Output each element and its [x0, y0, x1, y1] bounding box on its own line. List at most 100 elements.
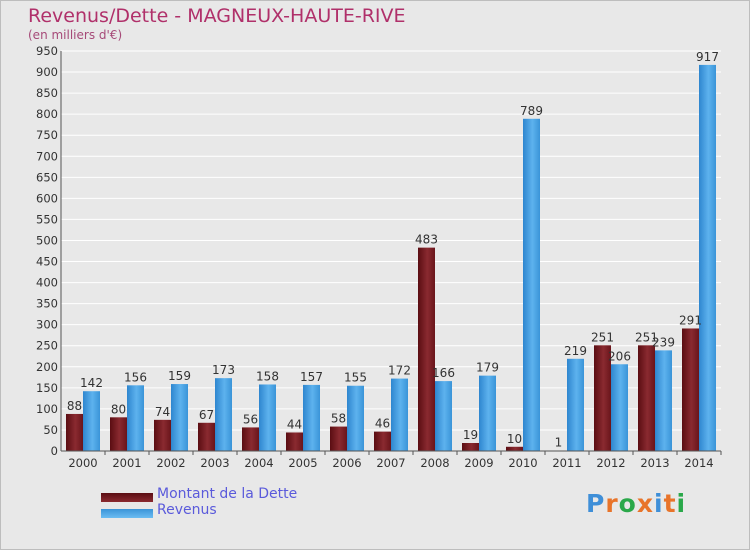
value-label-revenus: 157 [300, 370, 323, 384]
bars [66, 64, 716, 452]
x-tick-label: 2006 [332, 456, 361, 470]
bar-dette [66, 413, 83, 451]
value-label-dette: 56 [243, 412, 258, 426]
bar-revenus [215, 378, 232, 451]
value-label-revenus: 173 [212, 363, 235, 377]
bar-revenus [523, 118, 540, 451]
value-label-dette: 67 [199, 408, 214, 422]
value-label-revenus: 219 [564, 344, 587, 358]
y-tick-label: 250 [36, 339, 58, 353]
y-tick-label: 500 [36, 233, 58, 247]
proxiti-logo: Proxiti [586, 489, 687, 518]
bar-revenus [611, 364, 628, 451]
value-label-dette: 251 [635, 330, 658, 344]
bar-dette [462, 443, 479, 451]
x-tick-label: 2013 [640, 456, 669, 470]
value-label-dette: 1 [555, 436, 563, 450]
x-tick-label: 2014 [684, 456, 713, 470]
y-tick-label: 300 [36, 318, 58, 332]
y-tick-label: 400 [36, 276, 58, 290]
value-label-revenus: 142 [80, 376, 103, 390]
bar-dette [506, 446, 523, 451]
y-tick-label: 850 [36, 86, 58, 100]
value-label-dette: 80 [111, 402, 126, 416]
bar-revenus [127, 385, 144, 451]
bar-revenus [699, 64, 716, 451]
value-label-dette: 46 [375, 417, 390, 431]
value-label-revenus: 789 [520, 104, 543, 118]
value-label-dette: 19 [463, 428, 478, 442]
legend-swatch-dette [101, 493, 153, 502]
legend-item-dette: Montant de la Dette [101, 486, 401, 505]
value-label-revenus: 206 [608, 349, 631, 363]
value-label-dette: 74 [155, 405, 170, 419]
value-label-revenus: 156 [124, 370, 147, 384]
chart-title: Revenus/Dette - MAGNEUX-HAUTE-RIVE [28, 5, 406, 27]
x-tick-label: 2001 [112, 456, 141, 470]
bar-revenus [171, 384, 188, 451]
x-tick-label: 2011 [552, 456, 581, 470]
bar-revenus [391, 378, 408, 451]
y-tick-label: 950 [36, 44, 58, 58]
value-label-revenus: 172 [388, 364, 411, 378]
bar-dette [110, 417, 127, 451]
value-label-revenus: 917 [696, 50, 719, 64]
x-tick-label: 2008 [420, 456, 449, 470]
legend-swatch-revenus [101, 509, 153, 518]
bar-revenus [83, 391, 100, 451]
bar-dette [594, 345, 611, 451]
bar-revenus [303, 384, 320, 451]
y-axis-ticks: 0 50 100 150 200 250 300 350 400 450 500 550 600 650 7… [36, 44, 58, 458]
legend-label-revenus: Revenus [157, 502, 217, 518]
value-label-revenus: 158 [256, 369, 279, 383]
x-tick-label: 2000 [68, 456, 97, 470]
bar-revenus [259, 384, 276, 451]
y-tick-label: 450 [36, 255, 58, 269]
bar-dette [242, 427, 259, 451]
value-label-dette: 44 [287, 417, 302, 431]
bar-dette [198, 422, 215, 451]
y-tick-label: 750 [36, 128, 58, 142]
value-label-revenus: 166 [432, 366, 455, 380]
value-label-revenus: 179 [476, 361, 499, 375]
y-tick-label: 50 [43, 423, 58, 437]
bar-dette [154, 419, 171, 451]
bar-dette [330, 426, 347, 451]
y-tick-label: 900 [36, 65, 58, 79]
value-label-dette: 58 [331, 412, 346, 426]
x-tick-label: 2003 [200, 456, 229, 470]
bar-dette [682, 328, 699, 451]
y-tick-label: 800 [36, 107, 58, 121]
y-tick-label: 350 [36, 297, 58, 311]
bar-dette [374, 431, 391, 451]
x-axis-ticks: 2000 2001 2002 2003 2004 2005 2006 2007 2008 2009… [68, 451, 722, 470]
x-tick-label: 2009 [464, 456, 493, 470]
y-tick-label: 150 [36, 381, 58, 395]
y-tick-label: 650 [36, 170, 58, 184]
y-tick-label: 200 [36, 360, 58, 374]
value-label-revenus: 159 [168, 369, 191, 383]
x-tick-label: 2010 [508, 456, 537, 470]
value-label-dette: 88 [67, 399, 82, 413]
value-label-revenus: 155 [344, 371, 367, 385]
bar-revenus [479, 375, 496, 451]
value-label-dette: 10 [507, 432, 522, 446]
x-tick-label: 2012 [596, 456, 625, 470]
x-tick-label: 2002 [156, 456, 185, 470]
legend-item-revenus: Revenus [101, 502, 401, 521]
bar-dette [418, 247, 435, 451]
y-tick-label: 100 [36, 402, 58, 416]
bar-revenus [347, 385, 364, 451]
x-tick-label: 2004 [244, 456, 273, 470]
y-tick-label: 600 [36, 191, 58, 205]
value-label-dette: 291 [679, 313, 702, 327]
x-tick-label: 2007 [376, 456, 405, 470]
bar-dette [638, 345, 655, 451]
value-label-dette: 483 [415, 233, 438, 247]
chart-unit-subtitle: (en milliers d'€) [28, 28, 123, 42]
bar-revenus [655, 350, 672, 451]
y-tick-label: 0 [51, 444, 58, 458]
y-tick-label: 550 [36, 212, 58, 226]
